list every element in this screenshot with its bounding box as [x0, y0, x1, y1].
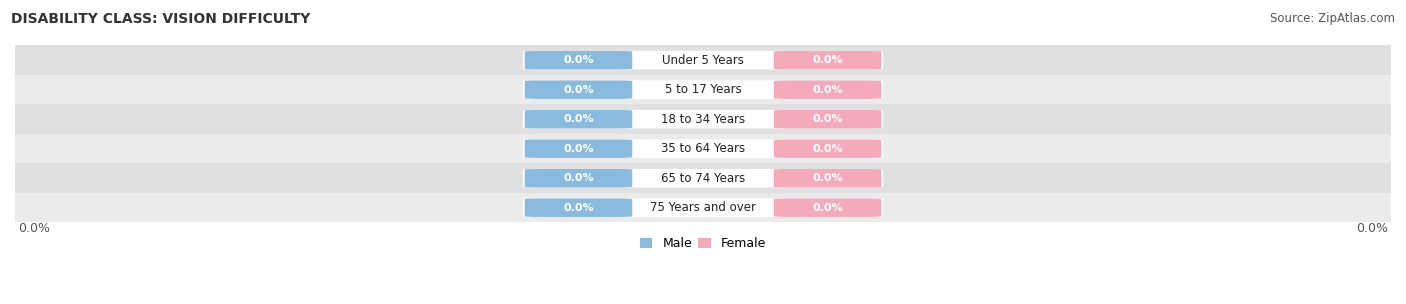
FancyBboxPatch shape — [523, 80, 883, 99]
Text: 0.0%: 0.0% — [813, 55, 842, 65]
Text: Source: ZipAtlas.com: Source: ZipAtlas.com — [1270, 12, 1395, 25]
Text: 0.0%: 0.0% — [813, 114, 842, 124]
Text: 0.0%: 0.0% — [18, 223, 51, 236]
Text: 35 to 64 Years: 35 to 64 Years — [661, 142, 745, 155]
FancyBboxPatch shape — [524, 140, 633, 158]
Text: 0.0%: 0.0% — [564, 173, 593, 183]
FancyBboxPatch shape — [523, 199, 883, 217]
FancyBboxPatch shape — [773, 81, 882, 99]
Text: 75 Years and over: 75 Years and over — [650, 201, 756, 214]
Bar — [15, 45, 1391, 75]
FancyBboxPatch shape — [524, 81, 633, 99]
FancyBboxPatch shape — [524, 51, 633, 69]
FancyBboxPatch shape — [523, 140, 883, 158]
FancyBboxPatch shape — [523, 110, 883, 129]
Text: DISABILITY CLASS: VISION DIFFICULTY: DISABILITY CLASS: VISION DIFFICULTY — [11, 12, 311, 26]
FancyBboxPatch shape — [773, 169, 882, 187]
Text: 0.0%: 0.0% — [564, 144, 593, 154]
Text: Under 5 Years: Under 5 Years — [662, 54, 744, 67]
FancyBboxPatch shape — [523, 169, 883, 188]
FancyBboxPatch shape — [524, 169, 633, 187]
Bar — [15, 134, 1391, 164]
Text: 5 to 17 Years: 5 to 17 Years — [665, 83, 741, 96]
Text: 65 to 74 Years: 65 to 74 Years — [661, 172, 745, 185]
Text: 0.0%: 0.0% — [564, 55, 593, 65]
Text: 0.0%: 0.0% — [564, 85, 593, 95]
FancyBboxPatch shape — [773, 110, 882, 128]
Bar — [15, 75, 1391, 105]
Text: 0.0%: 0.0% — [813, 144, 842, 154]
FancyBboxPatch shape — [773, 51, 882, 69]
Legend: Male, Female: Male, Female — [636, 232, 770, 255]
Bar — [15, 105, 1391, 134]
FancyBboxPatch shape — [773, 140, 882, 158]
FancyBboxPatch shape — [524, 110, 633, 128]
Text: 0.0%: 0.0% — [813, 85, 842, 95]
FancyBboxPatch shape — [524, 199, 633, 217]
Text: 0.0%: 0.0% — [1355, 223, 1388, 236]
Text: 18 to 34 Years: 18 to 34 Years — [661, 113, 745, 126]
Text: 0.0%: 0.0% — [813, 173, 842, 183]
Bar — [15, 193, 1391, 223]
FancyBboxPatch shape — [773, 199, 882, 217]
Bar — [15, 164, 1391, 193]
Text: 0.0%: 0.0% — [564, 203, 593, 213]
Text: 0.0%: 0.0% — [813, 203, 842, 213]
Text: 0.0%: 0.0% — [564, 114, 593, 124]
FancyBboxPatch shape — [523, 51, 883, 69]
